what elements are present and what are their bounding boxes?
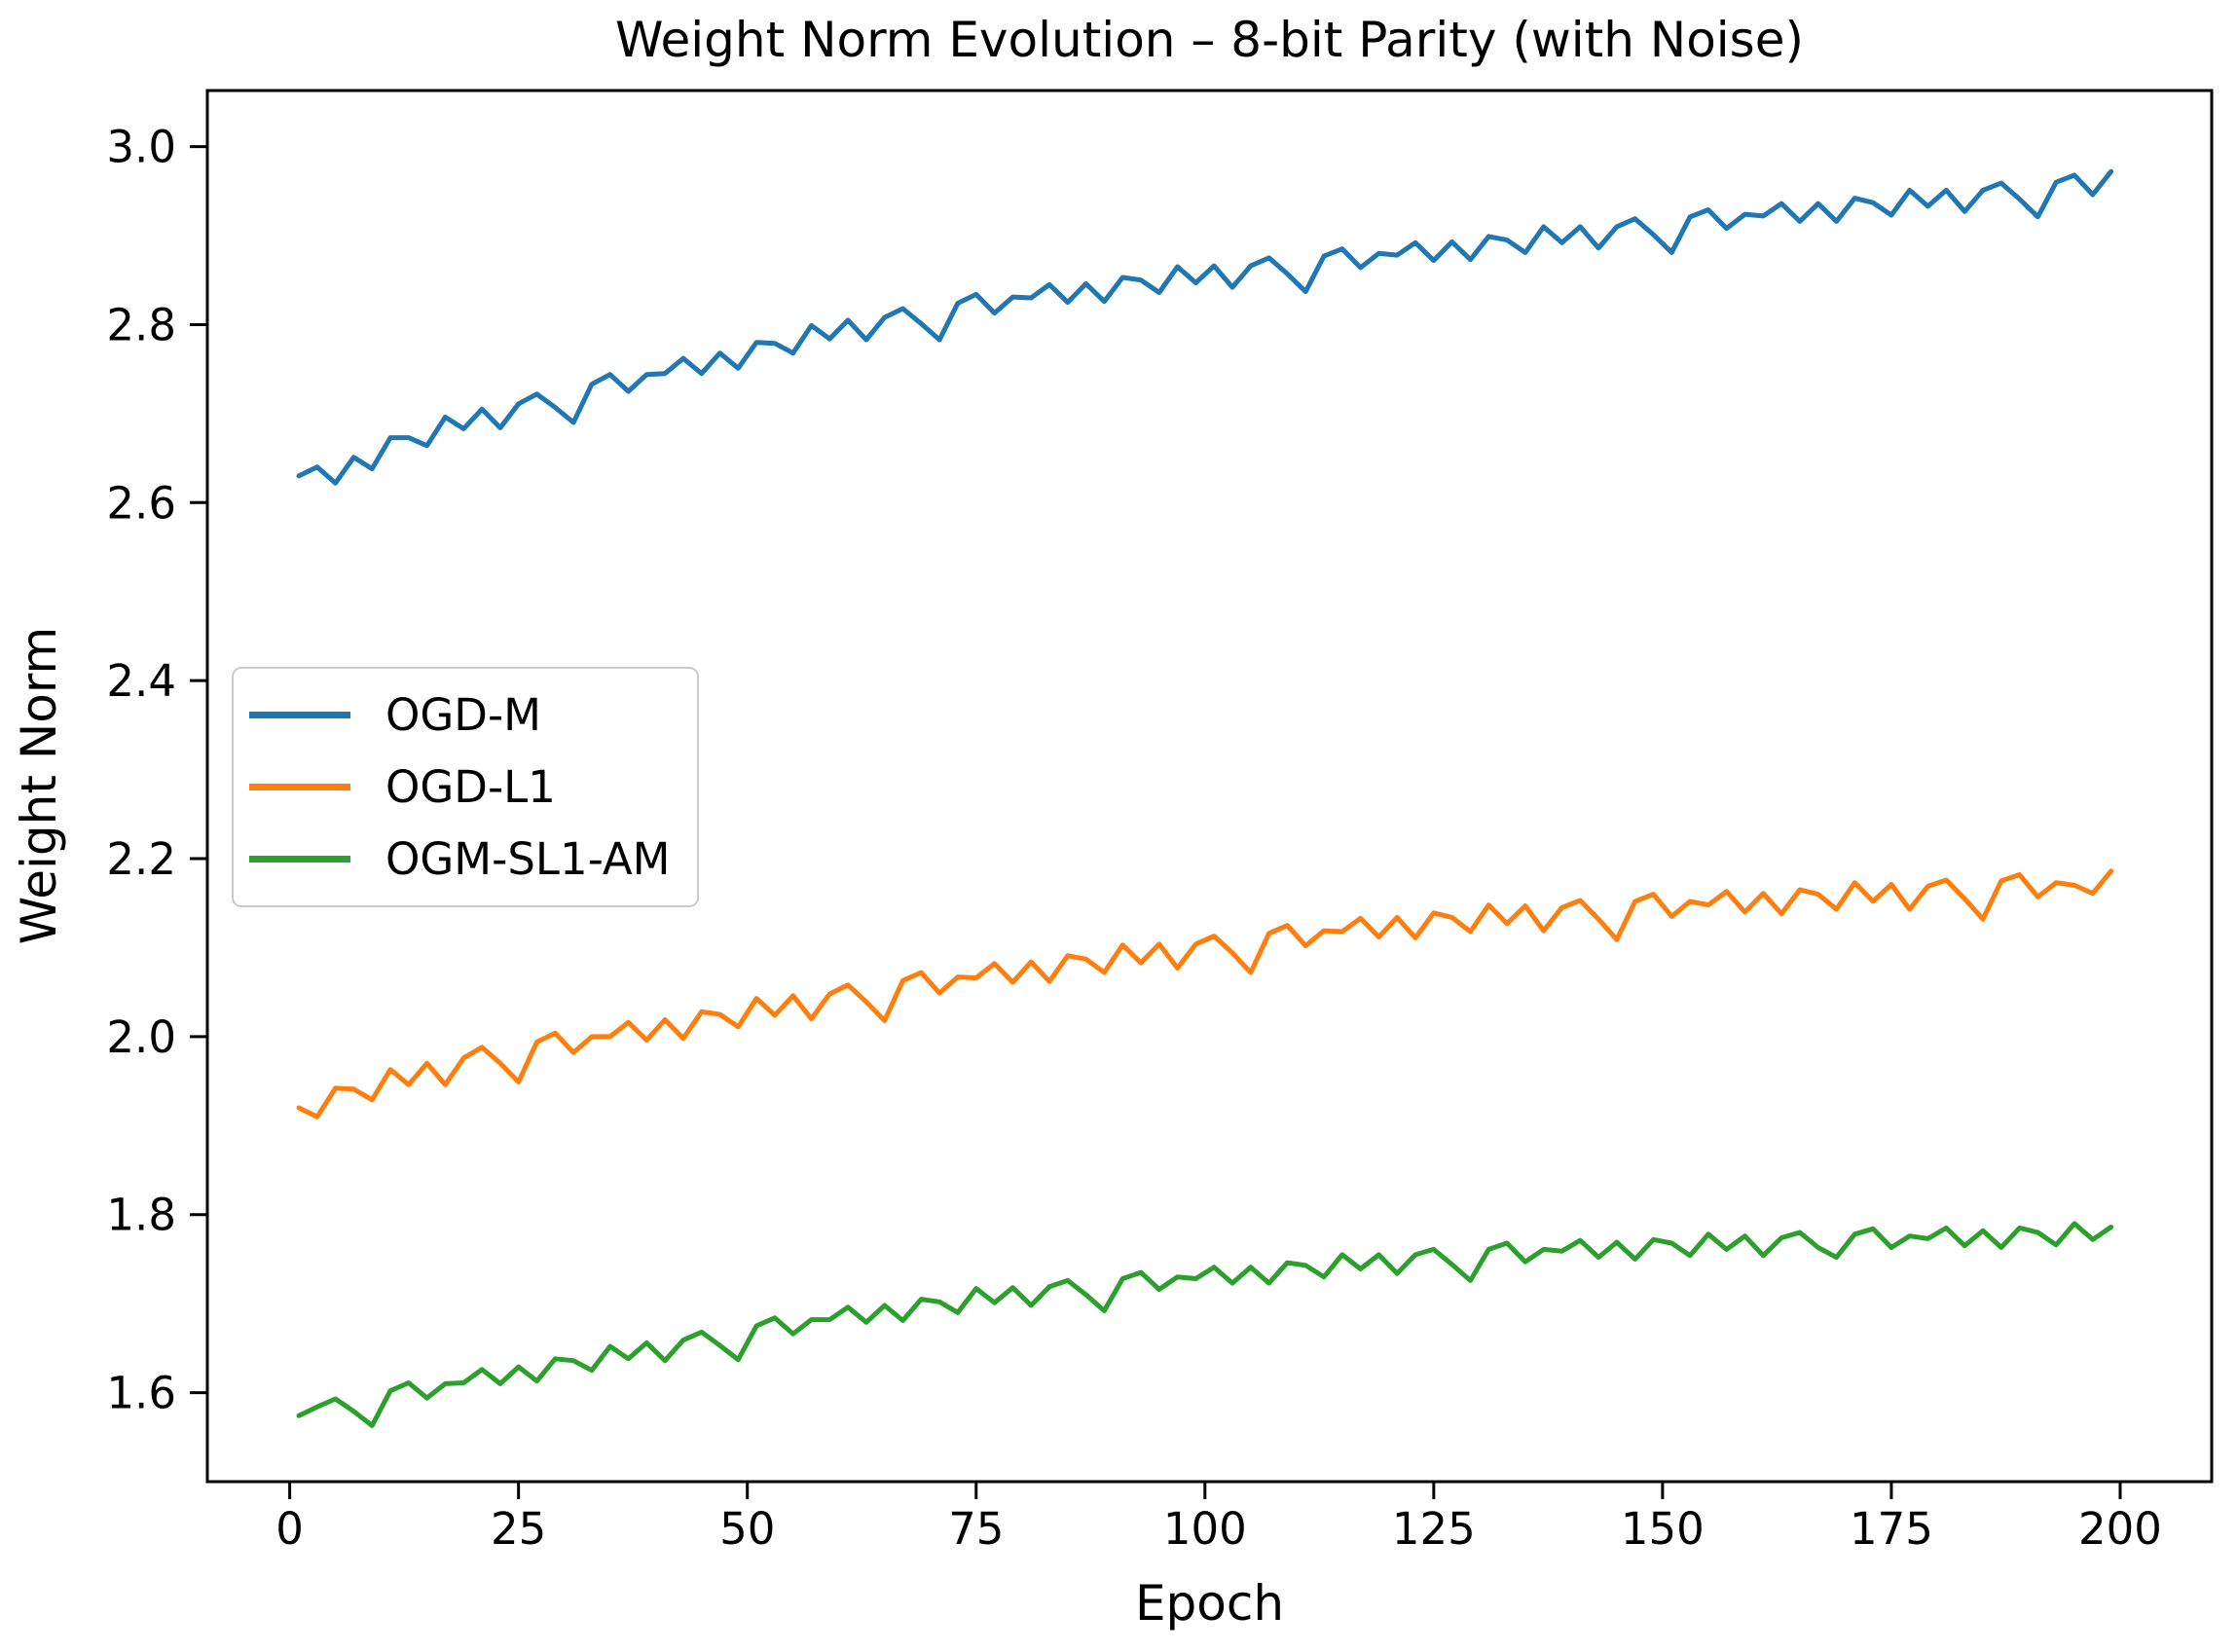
legend-swatch-orange [249,783,350,790]
legend-label: OGD-L1 [385,760,556,813]
y-tick-label: 2.2 [106,833,176,885]
x-tick-label: 0 [275,1503,304,1555]
y-tick-label: 1.6 [106,1368,176,1419]
y-tick-label: 2.6 [106,477,176,529]
legend-label: OGM-SL1-AM [385,833,671,886]
legend-entry-ogd-m: OGD-M [234,693,697,737]
legend-label: OGD-M [385,688,542,741]
series-line-ogm-sl1-am [296,1221,2114,1428]
x-tick-label: 175 [1850,1503,1933,1555]
y-tick-label: 2.4 [106,655,176,707]
y-tick-label: 3.0 [106,122,176,173]
series-line-ogd-l1 [296,868,2114,1120]
x-tick-label: 50 [719,1503,775,1555]
y-tick-label: 2.8 [106,299,176,350]
x-tick-label: 200 [2078,1503,2162,1555]
legend-swatch-blue [249,711,350,718]
legend-entry-ogd-l1: OGD-L1 [234,765,697,809]
axes-frame [205,89,2214,1484]
y-tick-label: 1.8 [106,1190,176,1241]
series-line-ogd-m [296,168,2114,486]
x-axis-label: Epoch [1134,1575,1285,1632]
x-tick-label: 100 [1163,1503,1247,1555]
y-tick-label: 2.0 [106,1011,176,1063]
legend-swatch-green [249,856,350,863]
x-tick-label: 150 [1621,1503,1705,1555]
x-tick-label: 75 [948,1503,1004,1555]
chart-title: Weight Norm Evolution – 8-bit Parity (wi… [614,12,1805,68]
legend: OGD-M OGD-L1 OGM-SL1-AM [232,667,699,907]
legend-entry-ogm-sl1-am: OGM-SL1-AM [234,837,697,881]
x-tick-label: 25 [491,1503,546,1555]
x-tick-label: 125 [1392,1503,1476,1555]
y-axis-label: Weight Norm [11,626,67,945]
